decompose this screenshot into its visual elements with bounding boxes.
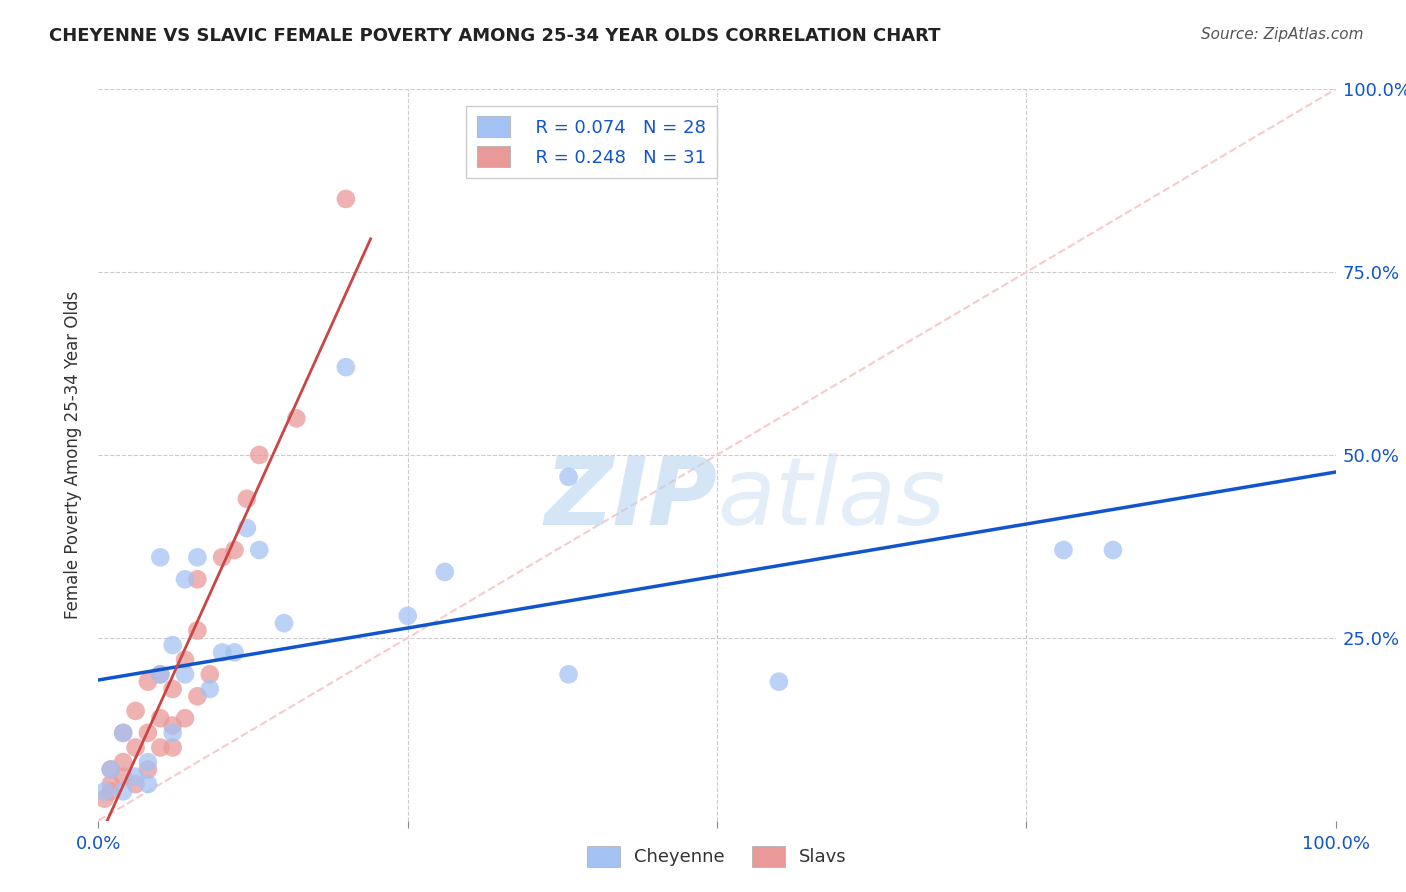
Point [335,192,357,206]
Point [149,740,172,755]
Point [112,755,135,769]
Point [557,667,579,681]
Point [247,543,270,558]
Point [149,667,172,681]
Point [1052,543,1074,558]
Point [211,550,233,565]
Point [198,681,221,696]
Point [273,616,295,631]
Text: Source: ZipAtlas.com: Source: ZipAtlas.com [1201,27,1364,42]
Point [124,740,146,755]
Point [186,550,208,565]
Point [396,608,419,623]
Point [162,740,184,755]
Point [162,681,184,696]
Point [162,726,184,740]
Point [162,718,184,732]
Point [335,360,357,375]
Y-axis label: Female Poverty Among 25-34 Year Olds: Female Poverty Among 25-34 Year Olds [65,291,83,619]
Point [93,784,115,798]
Point [136,763,159,777]
Point [224,543,246,558]
Point [149,667,172,681]
Point [186,624,208,638]
Point [162,638,184,652]
Point [236,521,259,535]
Text: ZIP: ZIP [544,453,717,545]
Point [768,674,790,689]
Point [100,784,122,798]
Point [557,470,579,484]
Point [100,777,122,791]
Point [124,777,146,791]
Text: CHEYENNE VS SLAVIC FEMALE POVERTY AMONG 25-34 YEAR OLDS CORRELATION CHART: CHEYENNE VS SLAVIC FEMALE POVERTY AMONG … [49,27,941,45]
Point [174,711,197,725]
Point [236,491,259,506]
Point [186,690,208,704]
Point [1102,543,1125,558]
Point [93,791,115,805]
Point [247,448,270,462]
Point [211,645,233,659]
Point [433,565,456,579]
Point [285,411,308,425]
Point [136,755,159,769]
Point [112,726,135,740]
Point [112,770,135,784]
Point [149,550,172,565]
Point [124,770,146,784]
Point [224,645,246,659]
Point [149,711,172,725]
Point [112,726,135,740]
Point [100,763,122,777]
Point [100,763,122,777]
Point [198,667,221,681]
Point [136,726,159,740]
Point [136,777,159,791]
Point [124,704,146,718]
Point [136,674,159,689]
Point [112,784,135,798]
Point [174,667,197,681]
Legend: Cheyenne, Slavs: Cheyenne, Slavs [576,835,858,878]
Point [174,653,197,667]
Point [186,572,208,586]
Point [174,572,197,586]
Text: atlas: atlas [717,453,945,544]
